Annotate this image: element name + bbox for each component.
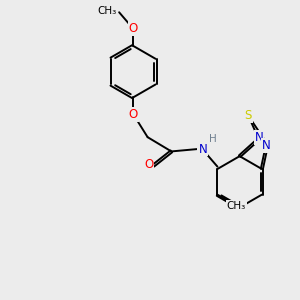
- Text: H: H: [209, 134, 217, 144]
- Text: N: N: [255, 131, 264, 144]
- Text: O: O: [144, 158, 153, 171]
- Text: N: N: [198, 142, 207, 156]
- Text: O: O: [129, 22, 138, 35]
- Text: CH₃: CH₃: [227, 201, 246, 211]
- Text: CH₃: CH₃: [98, 6, 117, 16]
- Text: S: S: [244, 109, 252, 122]
- Text: O: O: [129, 108, 138, 121]
- Text: N: N: [262, 139, 271, 152]
